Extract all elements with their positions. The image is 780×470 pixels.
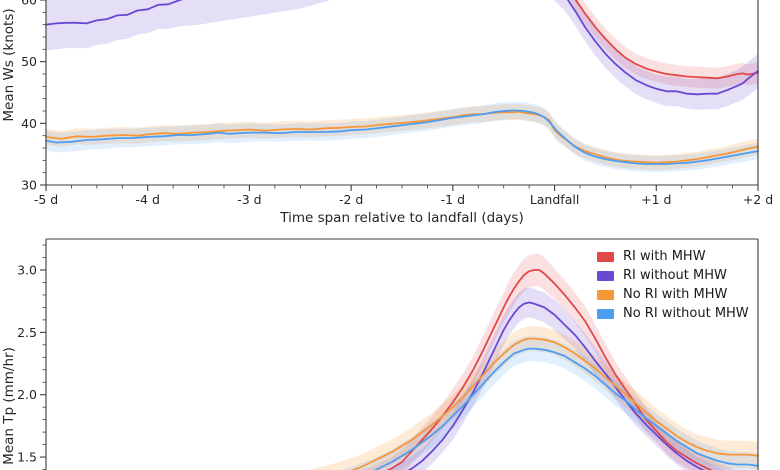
confidence-band	[570, 0, 758, 89]
y-tick-label: 50	[21, 54, 37, 69]
y-tick-label: 1.5	[17, 450, 37, 465]
confidence-band	[46, 101, 758, 172]
y-tick-label: 40	[21, 116, 37, 131]
x-tick-label: -1 d	[441, 192, 465, 207]
legend-label: RI with MHW	[623, 249, 706, 264]
legend-label: No RI without MHW	[623, 306, 749, 321]
legend-item: RI without MHW	[597, 266, 749, 285]
x-tick-label: -5 d	[34, 192, 58, 207]
y-tick-label: 60	[21, 0, 37, 8]
confidence-band	[46, 0, 758, 110]
y-tick-label: 2.5	[17, 325, 37, 340]
y-tick-label: 30	[21, 178, 37, 193]
series-line	[45, 0, 759, 96]
legend-item: No RI with MHW	[597, 285, 749, 304]
series-line	[407, 301, 706, 470]
x-tick-label: -4 d	[136, 192, 160, 207]
legend-swatch	[597, 270, 614, 281]
legend-item: No RI without MHW	[597, 304, 749, 323]
legend-swatch	[597, 289, 614, 300]
legend-label: RI without MHW	[623, 268, 727, 283]
legend-swatch	[597, 308, 614, 319]
series-line	[373, 347, 759, 470]
y-axis-label: Mean Tp (mm/hr)	[1, 347, 17, 465]
series-line	[350, 337, 759, 470]
series-line	[45, 109, 759, 165]
y-tick-label: 2.0	[17, 387, 37, 402]
legend-swatch	[597, 251, 614, 262]
x-tick-label: -3 d	[237, 192, 261, 207]
chart-legend: RI with MHW RI without MHW No RI with MHW N…	[597, 247, 749, 323]
precipitation-chart: 1.5 2.0 2.5 3.0 Mean Tp (mm/hr)	[1, 238, 759, 470]
x-tick-label: +2 d	[743, 192, 773, 207]
x-axis-label: Time span relative to landfall (days)	[279, 210, 523, 226]
confidence-band	[387, 287, 726, 470]
x-tick-label: -2 d	[339, 192, 363, 207]
confidence-band	[46, 103, 758, 171]
confidence-band	[341, 336, 758, 470]
x-tick-label: Landfall	[530, 192, 580, 207]
y-tick-label: 3.0	[17, 263, 37, 278]
x-tick-label: +1 d	[641, 192, 671, 207]
wind-speed-chart: 30 40 50 60 -5 d -4 d -3 d -2 d -1 d Landfall +1 d…	[1, 0, 773, 226]
y-axis-label: Mean Ws (knots)	[1, 8, 17, 121]
series-line	[574, 0, 759, 80]
legend-label: No RI with MHW	[623, 287, 728, 302]
legend-item: RI with MHW	[597, 247, 749, 266]
